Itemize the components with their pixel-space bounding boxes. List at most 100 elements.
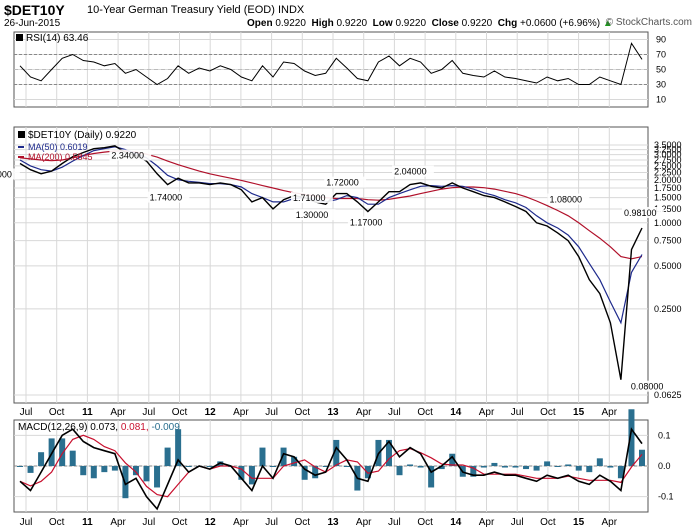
macd-histogram-bar — [59, 438, 66, 466]
x-tick-label-macd: Apr — [356, 517, 372, 528]
price-annotation: 2.34000 — [111, 151, 144, 161]
price-annotation: 1.08000 — [549, 195, 582, 205]
price-legend-swatch — [18, 131, 25, 138]
macd-histogram-bar — [428, 466, 435, 488]
x-tick-label-macd: Apr — [110, 517, 126, 528]
macd-histogram-bar — [259, 447, 266, 466]
macd-legend: MACD(12,26,9) 0.073, 0.081, -0.009 — [18, 422, 180, 433]
macd-histogram-bar — [523, 466, 530, 470]
rsi-line — [19, 42, 643, 86]
macd-histogram-bar — [501, 466, 508, 468]
macd-histogram-bar — [407, 464, 414, 466]
price-annotation: 2.11000 — [0, 169, 12, 179]
macd-histogram-bar — [270, 466, 277, 467]
x-tick-label-price: Apr — [110, 407, 126, 418]
chart-title: 10-Year German Treasury Yield (EOD) INDX — [87, 4, 304, 16]
low-value: 0.9220 — [395, 18, 427, 29]
macd-histogram-bar — [449, 453, 456, 466]
price-annotation: 1.74000 — [150, 193, 183, 203]
macd-histogram-bar — [512, 466, 519, 468]
x-tick-label-macd: Apr — [479, 517, 495, 528]
x-tick-label-macd: 11 — [82, 517, 93, 528]
price-annotation: 0.98100 — [624, 208, 657, 218]
macd-histogram-bar — [544, 461, 551, 466]
x-tick-label-macd: 12 — [205, 517, 217, 528]
macd-histogram-bar — [343, 466, 350, 467]
price-tick-label: 1.7500 — [654, 183, 682, 193]
x-tick-label-macd: 15 — [573, 517, 585, 528]
macd-histogram-bar — [385, 439, 392, 466]
x-tick-label-price: Oct — [417, 407, 433, 418]
macd-histogram-bar — [470, 466, 477, 477]
ohlc-readout: Open 0.9220 High 0.9220 Low 0.9220 Close… — [247, 18, 613, 29]
x-tick-label-macd: Jul — [511, 517, 524, 528]
rsi-tick-label: 70 — [656, 50, 666, 60]
macd-histogram-bar — [554, 466, 561, 467]
x-tick-label-price: 15 — [573, 407, 585, 418]
macd-histogram-bar — [17, 466, 23, 467]
annotation-bg — [622, 206, 664, 218]
price-tick-label: 1.0000 — [654, 218, 682, 228]
price-annotation: 2.04000 — [394, 167, 427, 177]
price-tick-label: 0.2500 — [654, 304, 682, 314]
macd-histogram-bar — [301, 466, 308, 480]
macd-histogram-bar — [175, 429, 182, 466]
annotation-bg — [109, 149, 152, 161]
exchange: INDX — [277, 4, 305, 16]
open-value: 0.9220 — [275, 18, 306, 29]
up-arrow-icon: ▲ — [602, 18, 613, 29]
x-tick-label-price: Oct — [49, 407, 65, 418]
x-tick-label-price: Oct — [172, 407, 188, 418]
macd-histogram-bar — [38, 452, 45, 466]
macd-histogram-bar — [628, 409, 635, 466]
price-tick-label: 2.2500 — [654, 167, 682, 177]
macd-histogram-bar — [248, 466, 255, 485]
annotation-bg — [628, 380, 671, 392]
x-tick-label-price: Jul — [20, 407, 33, 418]
macd-histogram-bar — [185, 466, 192, 467]
macd-legend-hist: -0.009 — [151, 422, 180, 433]
x-tick-label-price: Jul — [511, 407, 524, 418]
macd-histogram-bar — [396, 466, 403, 476]
macd-histogram-bar — [575, 466, 582, 471]
rsi-tick-label: 90 — [656, 35, 666, 45]
macd-tick-label: -0.1 — [658, 492, 674, 502]
low-label: Low — [372, 18, 393, 29]
macd-histogram-bar — [596, 458, 603, 466]
macd-histogram-bar — [639, 449, 645, 466]
price-annotation: 1.30000 — [296, 210, 329, 220]
macd-histogram-bar — [132, 466, 139, 476]
macd-legend-signal: 0.081, — [121, 422, 152, 433]
macd-histogram-bar — [617, 466, 624, 479]
annotation-bg — [392, 165, 434, 177]
x-tick-label-macd: 13 — [327, 517, 339, 528]
rsi-tick-label: 10 — [656, 95, 666, 105]
macd-histogram-bar — [322, 466, 329, 467]
macd-histogram-bar — [143, 466, 150, 482]
chg-label: Chg — [497, 18, 518, 29]
x-tick-label-macd: 14 — [450, 517, 462, 528]
high-label: High — [311, 18, 334, 29]
price-tick-label: 1.5000 — [654, 193, 682, 203]
macd-histogram-bar — [164, 447, 171, 466]
macd-histogram-bar — [27, 466, 34, 473]
price-legend: $DET10Y (Daily) 0.9220 — [28, 130, 137, 141]
macd-histogram-bar — [238, 466, 245, 480]
macd-histogram-bar — [291, 456, 298, 466]
macd-signal-line — [19, 434, 643, 498]
x-tick-label-macd: Apr — [233, 517, 249, 528]
macd-legend-value: 0.073, — [90, 422, 121, 433]
macd-histogram-bar — [90, 466, 97, 479]
macd-histogram-bar — [312, 466, 319, 479]
macd-histogram-bar — [533, 466, 540, 471]
x-tick-label-macd: Apr — [602, 517, 618, 528]
price-tick-label: 0.0625 — [654, 390, 682, 400]
chart-date: 26-Jun-2015 — [4, 18, 61, 29]
x-tick-label-price: 12 — [205, 407, 217, 418]
ma200-legend: MA(200) 0.5845 — [28, 152, 93, 162]
macd-histogram-bar — [491, 462, 498, 466]
chg-value: +0.0600 (+6.96%) — [520, 18, 601, 29]
x-tick-label-price: Apr — [233, 407, 249, 418]
macd-histogram-bar — [154, 466, 161, 488]
price-annotation: 1.72000 — [326, 178, 359, 188]
